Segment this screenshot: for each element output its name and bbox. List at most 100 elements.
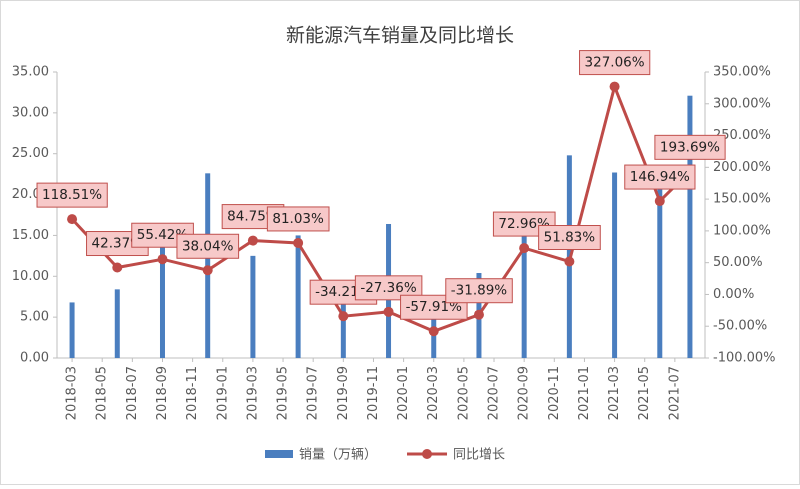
data-label-text: 51.83%	[544, 230, 596, 246]
line-marker	[383, 306, 394, 317]
data-label-box	[624, 164, 696, 190]
data-label-text: 38.04%	[182, 238, 234, 254]
line-marker	[293, 237, 304, 248]
y2-tick-label: -50.00%	[713, 319, 767, 334]
data-label: 146.94%	[624, 164, 696, 190]
line-marker	[338, 311, 349, 322]
data-label: 193.69%	[654, 134, 726, 160]
data-label-text: 118.51%	[42, 187, 102, 203]
line-marker	[519, 243, 530, 254]
y-tick-label: 5.00	[20, 310, 49, 325]
data-label-box	[176, 233, 240, 259]
y2-tick-label: 50.00%	[713, 255, 763, 270]
line-marker	[112, 262, 123, 273]
x-tick-label: 2020-03	[426, 366, 441, 420]
x-tick-label: 2018-05	[95, 366, 110, 420]
y2-tick-label: 300.00%	[713, 96, 771, 111]
bar	[657, 178, 663, 358]
bar	[159, 232, 165, 358]
bar	[687, 95, 693, 358]
data-label-box	[579, 50, 651, 76]
x-tick-label: 2020-11	[547, 366, 562, 420]
chart-title: 新能源汽车销量及同比增长	[286, 25, 514, 47]
y2-tick-label: 350.00%	[713, 65, 771, 80]
line-marker	[428, 326, 439, 337]
line-marker	[202, 265, 213, 276]
data-label-text: -57.91%	[406, 299, 463, 315]
y2-tick-label: 200.00%	[713, 160, 771, 175]
data-label: 51.83%	[538, 225, 601, 251]
bar	[612, 172, 618, 358]
data-label-text: 72.96%	[498, 216, 550, 232]
y2-tick-label: -100.00%	[713, 351, 776, 366]
data-label-text: -27.36%	[360, 280, 417, 296]
y-tick-label: 25.00	[12, 146, 49, 161]
data-label-text: -31.89%	[451, 283, 508, 299]
x-tick-label: 2018-09	[155, 366, 170, 420]
line-marker	[157, 254, 168, 265]
data-label-text: 327.06%	[585, 55, 645, 71]
bar	[340, 292, 346, 358]
line-marker	[67, 214, 78, 225]
x-tick-label: 2021-05	[637, 366, 652, 420]
x-tick-label: 2021-03	[607, 366, 622, 420]
line-marker	[564, 256, 575, 267]
line-marker	[609, 81, 620, 92]
x-tick-label: 2020-09	[517, 366, 532, 420]
bar	[250, 255, 256, 358]
line-marker	[473, 309, 484, 320]
legend-label: 销量（万辆）	[299, 448, 377, 463]
x-tick-label: 2019-05	[276, 366, 291, 420]
y-tick-label: 15.00	[12, 228, 49, 243]
x-tick-label: 2019-09	[336, 366, 351, 420]
legend-swatch	[422, 449, 433, 459]
data-label: 72.96%	[492, 211, 556, 237]
x-tick-label: 2019-03	[245, 366, 260, 420]
x-tick-label: 2021-07	[667, 366, 682, 420]
bar	[69, 302, 75, 358]
bar	[521, 227, 527, 358]
data-label-text: 55.42%	[137, 227, 189, 243]
data-label-box	[445, 278, 513, 304]
x-tick-label: 2020-07	[487, 366, 502, 420]
data-label: -31.89%	[445, 278, 513, 304]
y-tick-label: 30.00	[12, 105, 49, 120]
data-label-text: 84.75%	[227, 209, 279, 225]
data-label-box	[654, 134, 726, 160]
data-label-box	[492, 211, 556, 237]
data-label: 81.03%	[266, 206, 330, 232]
data-label-text: 81.03%	[272, 211, 324, 227]
x-tick-label: 2018-11	[185, 366, 200, 420]
data-label-text: 146.94%	[630, 169, 690, 185]
legend-swatch	[265, 450, 293, 458]
x-tick-label: 2018-07	[125, 366, 140, 420]
x-tick-label: 2019-01	[215, 366, 230, 420]
data-label: 327.06%	[579, 50, 651, 76]
data-label-box	[538, 225, 601, 251]
x-tick-label: 2018-03	[65, 366, 80, 420]
data-label-text: 193.69%	[660, 139, 720, 155]
y2-tick-label: 0.00%	[713, 287, 754, 302]
data-label: 38.04%	[176, 233, 240, 259]
line-marker	[247, 235, 258, 246]
x-tick-label: 2020-01	[396, 366, 411, 420]
line-marker	[654, 196, 665, 207]
y-tick-label: 0.00	[20, 351, 49, 366]
y-tick-label: 10.00	[12, 269, 49, 284]
x-tick-label: 2020-05	[456, 366, 471, 420]
data-label-text: 42.37%	[92, 236, 144, 252]
x-tick-label: 2019-11	[366, 366, 381, 420]
bar	[431, 317, 437, 358]
data-label-box	[266, 206, 330, 232]
x-tick-label: 2021-01	[577, 366, 592, 420]
y2-tick-label: 100.00%	[713, 223, 771, 238]
y-tick-label: 35.00	[12, 65, 49, 80]
y2-tick-label: 250.00%	[713, 128, 771, 143]
data-label-box	[36, 182, 108, 208]
y2-tick-label: 150.00%	[713, 192, 771, 207]
data-label: 118.51%	[36, 182, 108, 208]
bar	[114, 289, 120, 358]
legend-label: 同比增长	[453, 448, 505, 463]
x-tick-label: 2019-07	[306, 366, 321, 420]
